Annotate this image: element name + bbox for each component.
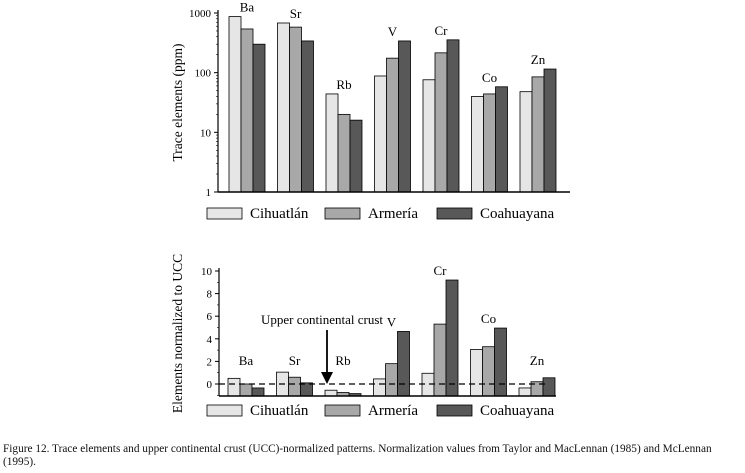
bar-sr-2 xyxy=(300,382,313,397)
bar-v-2 xyxy=(397,331,410,397)
y-tick-label: 1000 xyxy=(189,8,212,20)
legend-swatch xyxy=(436,207,473,220)
y-axis-label: Trace elements (ppm) xyxy=(170,44,185,162)
category-label: Sr xyxy=(290,6,302,21)
category-label: Co xyxy=(481,311,496,326)
figure-caption: Figure 12. Trace elements and upper cont… xyxy=(3,443,712,468)
bar-rb-1 xyxy=(337,113,351,193)
y-tick-label: 10 xyxy=(200,127,212,139)
bar-cr-2 xyxy=(446,39,460,193)
y-axis-label: Elements normalized to UCC xyxy=(170,254,185,413)
bar-rb-2 xyxy=(349,119,363,193)
legend-label: Armería xyxy=(368,403,418,419)
y-tick-label: 100 xyxy=(195,68,212,80)
legend-label: Cihuatlán xyxy=(250,206,309,222)
bar-v-1 xyxy=(386,57,399,193)
category-label: V xyxy=(387,314,397,329)
legend-label: Coahuayana xyxy=(480,206,554,222)
bar-cr-0 xyxy=(422,79,436,193)
legend-label: Cihuatlán xyxy=(250,403,309,419)
bar-co-2 xyxy=(494,327,507,397)
bar-co-0 xyxy=(471,96,484,193)
bar-sr-1 xyxy=(288,376,301,397)
y-tick-label: 10 xyxy=(201,266,213,278)
category-label: Ba xyxy=(239,353,254,368)
bar-cr-1 xyxy=(434,52,448,193)
bar-sr-1 xyxy=(289,26,302,193)
bar-zn-2 xyxy=(542,377,556,397)
y-tick-label: 8 xyxy=(207,289,213,301)
legend-swatch xyxy=(206,404,243,417)
legend-label: Armería xyxy=(368,206,418,222)
bar-ba-1 xyxy=(239,383,253,397)
bar-zn-2 xyxy=(543,68,557,193)
legend-label: Coahuayana xyxy=(480,403,554,419)
bar-co-0 xyxy=(470,349,483,397)
legend-swatch xyxy=(324,404,361,417)
bar-sr-0 xyxy=(277,22,290,193)
bar-ba-2 xyxy=(252,43,266,193)
bar-zn-1 xyxy=(531,76,545,193)
bar-zn-0 xyxy=(519,91,533,193)
y-tick-label: 1 xyxy=(206,187,212,199)
category-label: Rb xyxy=(335,353,350,368)
bar-co-1 xyxy=(482,346,495,397)
category-label: Sr xyxy=(289,353,301,368)
category-label: Cr xyxy=(434,263,448,278)
bar-cr-1 xyxy=(433,323,447,397)
bar-ba-0 xyxy=(227,377,241,397)
bar-v-2 xyxy=(398,40,411,193)
legend-swatch xyxy=(436,404,473,417)
arrow-down-icon xyxy=(321,372,333,384)
y-tick-label: 0 xyxy=(207,379,213,391)
y-tick-label: 6 xyxy=(207,311,213,323)
bar-v-0 xyxy=(373,378,386,397)
annotation-text: Upper continental crust xyxy=(261,312,383,327)
legend-swatch xyxy=(206,207,243,220)
bar-cr-2 xyxy=(445,279,459,397)
category-label: Cr xyxy=(435,23,449,38)
bar-sr-2 xyxy=(301,40,314,193)
bar-v-1 xyxy=(385,363,398,397)
bar-ba-2 xyxy=(251,387,265,397)
bar-rb-0 xyxy=(324,389,338,397)
bar-rb-0 xyxy=(325,93,339,193)
category-label: Ba xyxy=(240,0,255,15)
y-tick-label: 2 xyxy=(207,356,213,368)
category-label: Co xyxy=(482,70,497,85)
category-label: Zn xyxy=(531,52,546,67)
bar-zn-0 xyxy=(518,387,532,397)
category-label: Rb xyxy=(336,77,351,92)
bar-ba-0 xyxy=(228,16,242,193)
bar-v-0 xyxy=(374,75,387,193)
legend-swatch xyxy=(324,207,361,220)
category-label: V xyxy=(388,24,398,39)
bar-ba-1 xyxy=(240,28,254,193)
bar-co-2 xyxy=(495,86,508,193)
category-label: Zn xyxy=(530,353,545,368)
bar-co-1 xyxy=(483,93,496,193)
y-tick-label: 4 xyxy=(207,334,213,346)
